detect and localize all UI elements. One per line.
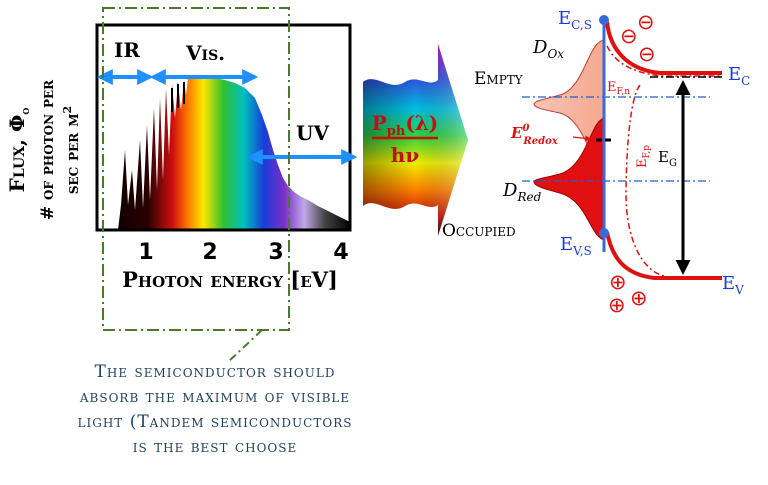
efn-quasi-fermi-level bbox=[606, 45, 722, 77]
dox-sub: Ox bbox=[547, 47, 564, 61]
caption-line-1: The semiconductor should bbox=[94, 362, 336, 382]
evs-main: E bbox=[560, 234, 573, 255]
ecs-main: E bbox=[558, 8, 571, 29]
spectrum-x-axis-label: Photon energy [eV] bbox=[122, 267, 338, 292]
occupied-label: Occupied bbox=[442, 221, 516, 241]
numerator-lambda: (λ) bbox=[405, 111, 438, 135]
solar-spectrum-fill bbox=[97, 76, 350, 230]
dox-distribution bbox=[533, 39, 606, 166]
visible-range-highlight-box bbox=[102, 7, 290, 331]
dred-main: D bbox=[502, 180, 518, 201]
ir-label: IR bbox=[114, 38, 140, 62]
efp-main: E bbox=[635, 159, 650, 169]
ylabel-flux: Flux, Φo bbox=[5, 108, 32, 193]
spectrum-panel: Flux, Φo # of photon per sec per m2 1 2 … bbox=[5, 7, 358, 363]
ec-label: EC bbox=[728, 64, 750, 88]
caption-line-4: is the best choose bbox=[132, 437, 298, 457]
eg-sub: G bbox=[669, 158, 677, 169]
efn-label: EF,n bbox=[607, 80, 630, 97]
wavy-arrow-shading bbox=[363, 44, 468, 236]
spectrum-y-axis-label: Flux, Φo # of photon per sec per m2 bbox=[5, 79, 83, 220]
caption-pointer-line bbox=[227, 329, 263, 363]
photon-flux-numerator: Pph(λ) bbox=[372, 111, 439, 139]
x-tick-1: 1 bbox=[138, 240, 153, 265]
ylabel-photon-per: # of photon per bbox=[38, 79, 58, 220]
ecs-sub: C,S bbox=[571, 18, 592, 32]
evs-label: EV,S bbox=[560, 234, 592, 258]
efn-main: E bbox=[607, 80, 617, 95]
hole-2: ⊕ bbox=[608, 293, 626, 317]
caption-text: The semiconductor should absorb the maxi… bbox=[20, 360, 410, 460]
efp-quasi-fermi-level bbox=[625, 84, 665, 277]
ev-sub: V bbox=[734, 283, 744, 297]
eg-main: E bbox=[658, 148, 669, 166]
redox-main: E bbox=[510, 124, 523, 142]
photon-energy-denominator: hν bbox=[391, 143, 420, 167]
evs-sub: V,S bbox=[572, 244, 592, 258]
empty-label: Empty bbox=[474, 69, 524, 89]
x-tick-2: 2 bbox=[202, 240, 217, 265]
hole-3: ⊕ bbox=[630, 286, 648, 310]
redox-sup: 0 bbox=[522, 123, 529, 134]
ylabel-sec-per-m: sec per m bbox=[63, 114, 83, 195]
vis-label: Vis. bbox=[185, 41, 225, 65]
caption-line-2: absorb the maximum of visible bbox=[79, 387, 351, 407]
photon-flux-arrow: Pph(λ) hν bbox=[363, 44, 468, 236]
dred-distribution bbox=[533, 117, 606, 241]
ecs-label: EC,S bbox=[558, 8, 592, 32]
electron-1: ⊖ bbox=[620, 24, 638, 48]
dox-main: D bbox=[532, 37, 548, 58]
valence-band-edge bbox=[605, 231, 722, 280]
x-tick-labels: 1 2 3 4 bbox=[138, 240, 348, 265]
efp-label: EF,p bbox=[635, 145, 652, 168]
electron-symbols: ⊖ ⊖ ⊖ bbox=[620, 10, 656, 66]
dred-label: DRed bbox=[502, 180, 542, 204]
bandgap-label: EG bbox=[658, 148, 677, 169]
hole-symbols: ⊕ ⊕ ⊕ bbox=[608, 270, 648, 317]
caption-line-3: light (Tandem semiconductors bbox=[77, 412, 353, 432]
band-diagram: EG E0 Redox EC,S EV,S EC EV DOx DRed Empt… bbox=[442, 8, 750, 317]
ylabel-sec-per-m2: sec per m2 bbox=[61, 106, 83, 194]
numerator-p: P bbox=[372, 111, 387, 135]
redox-pointer-arrow bbox=[572, 135, 592, 142]
x-tick-4: 4 bbox=[333, 240, 348, 265]
efp-sub: F,p bbox=[642, 145, 652, 159]
electron-3: ⊖ bbox=[638, 42, 656, 66]
hole-1: ⊕ bbox=[609, 270, 627, 294]
dred-sub: Red bbox=[516, 190, 541, 204]
efn-sub: F,n bbox=[617, 87, 631, 97]
dox-label: DOx bbox=[532, 37, 564, 61]
conduction-band-edge bbox=[605, 21, 722, 75]
ec-sub: C bbox=[741, 74, 750, 88]
x-tick-3: 3 bbox=[268, 240, 283, 265]
absorption-lines bbox=[171, 82, 185, 112]
ev-main: E bbox=[722, 273, 735, 294]
uv-label: UV bbox=[296, 121, 329, 145]
ylabel-flux-main: Flux, Φ bbox=[5, 115, 29, 193]
ylabel-flux-sub: o bbox=[18, 108, 32, 115]
ecs-point bbox=[599, 15, 609, 25]
spectrum-plot-frame bbox=[95, 23, 352, 232]
evs-point bbox=[599, 228, 609, 238]
redox-potential-label: E0 Redox bbox=[510, 123, 559, 147]
ec-main: E bbox=[728, 64, 741, 85]
redox-sub: Redox bbox=[522, 136, 558, 147]
numerator-ph: ph bbox=[387, 124, 406, 139]
ev-label: EV bbox=[722, 273, 744, 297]
ylabel-m-exponent: 2 bbox=[61, 106, 74, 114]
electron-2: ⊖ bbox=[637, 10, 655, 34]
